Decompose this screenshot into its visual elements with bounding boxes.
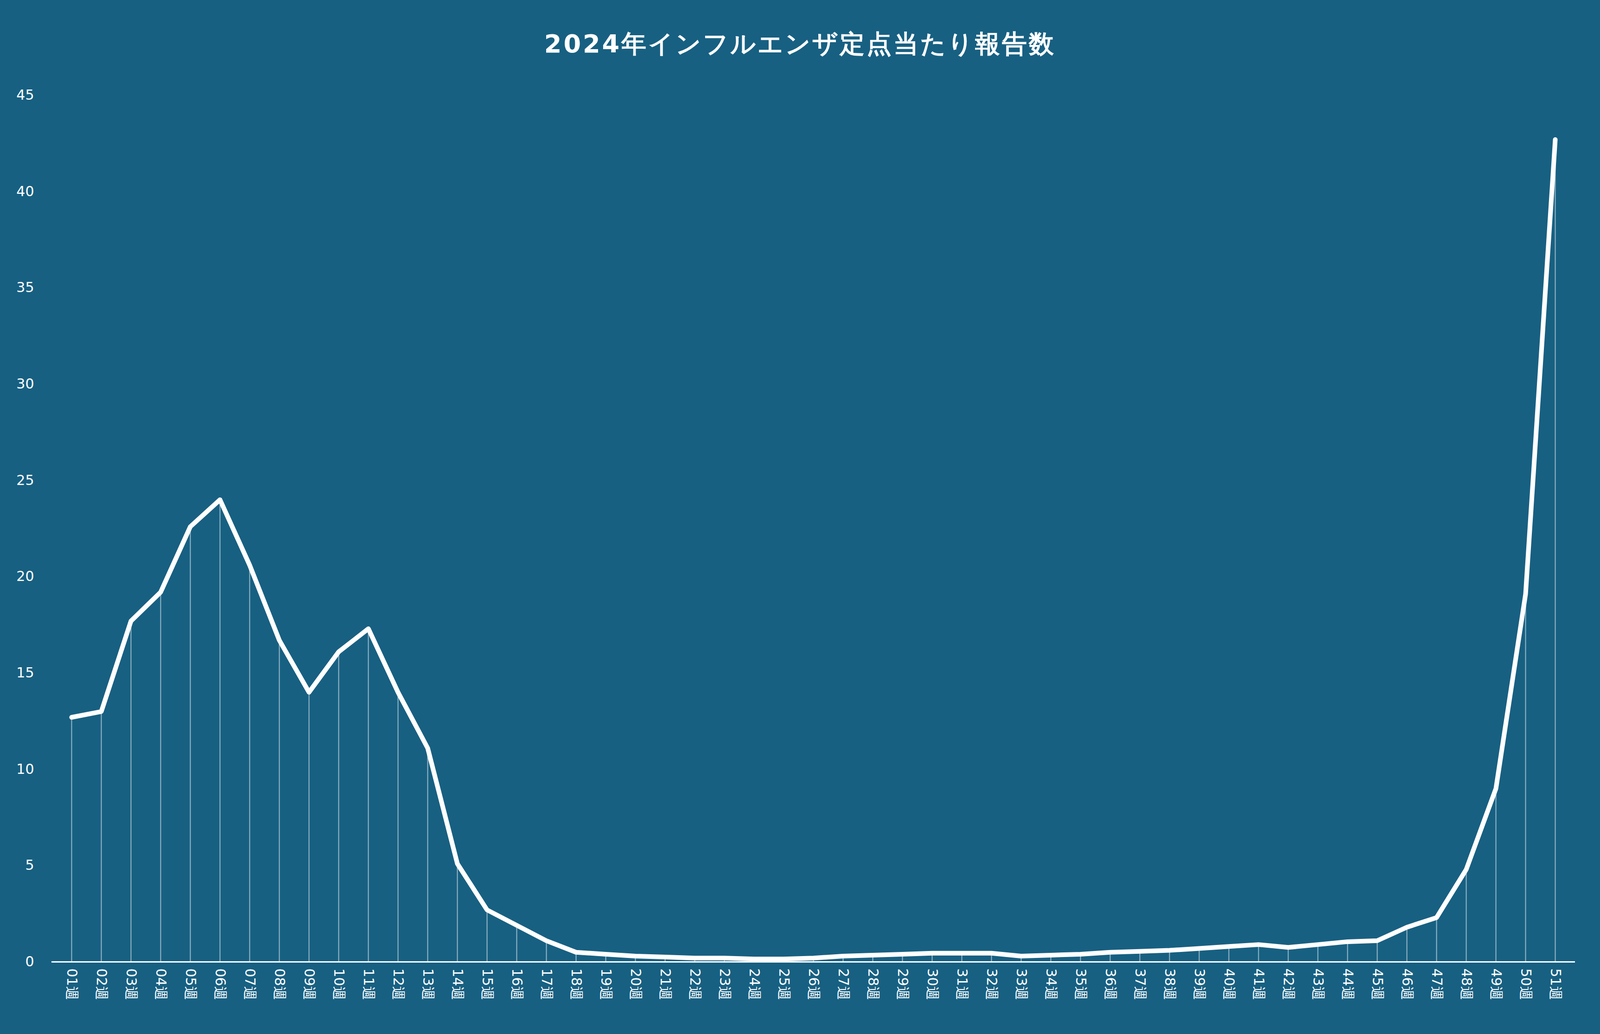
svg-text:01週: 01週 <box>63 968 81 1001</box>
svg-text:40: 40 <box>16 183 34 200</box>
svg-text:15週: 15週 <box>479 968 496 1001</box>
svg-text:47週: 47週 <box>1428 968 1446 1001</box>
svg-text:15: 15 <box>16 664 34 681</box>
svg-text:17週: 17週 <box>538 968 555 1001</box>
svg-text:51週: 51週 <box>1547 968 1564 1001</box>
svg-text:13週: 13週 <box>420 968 437 1001</box>
svg-text:21週: 21週 <box>657 968 674 1001</box>
svg-text:36週: 36週 <box>1102 968 1119 1001</box>
svg-text:37週: 37週 <box>1132 968 1149 1001</box>
svg-text:29週: 29週 <box>894 968 912 1001</box>
svg-text:45週: 45週 <box>1369 968 1386 1001</box>
svg-text:03週: 03週 <box>123 968 140 1001</box>
svg-text:49週: 49週 <box>1488 968 1505 1001</box>
svg-text:04週: 04週 <box>152 968 170 1001</box>
svg-text:16週: 16週 <box>509 968 526 1001</box>
svg-text:22週: 22週 <box>687 968 704 1001</box>
svg-text:19週: 19週 <box>598 968 615 1001</box>
svg-text:14週: 14週 <box>449 968 466 1001</box>
svg-text:5: 5 <box>25 856 34 874</box>
svg-text:27週: 27週 <box>835 968 852 1001</box>
svg-text:11週: 11週 <box>360 968 377 1001</box>
svg-text:33週: 33週 <box>1013 968 1030 1001</box>
svg-text:50週: 50週 <box>1517 968 1535 1001</box>
svg-text:24週: 24週 <box>746 968 763 1001</box>
svg-text:07週: 07週 <box>242 968 259 1001</box>
svg-text:35: 35 <box>16 279 34 296</box>
svg-text:0: 0 <box>25 953 34 970</box>
svg-text:10週: 10週 <box>331 968 348 1001</box>
svg-text:42週: 42週 <box>1280 968 1297 1001</box>
svg-text:44週: 44週 <box>1339 968 1357 1001</box>
svg-text:05週: 05週 <box>182 968 199 1001</box>
svg-text:43週: 43週 <box>1310 968 1327 1001</box>
svg-text:23週: 23週 <box>716 968 734 1001</box>
svg-text:32週: 32週 <box>983 968 1001 1001</box>
svg-text:09週: 09週 <box>301 968 318 1001</box>
svg-text:38週: 38週 <box>1161 968 1179 1001</box>
svg-text:34週: 34週 <box>1043 968 1060 1001</box>
svg-text:08週: 08週 <box>271 968 288 1001</box>
svg-text:12週: 12週 <box>390 968 407 1001</box>
svg-text:02週: 02週 <box>93 968 110 1001</box>
svg-text:28週: 28週 <box>865 968 882 1001</box>
svg-text:40週: 40週 <box>1221 968 1238 1001</box>
svg-text:06週: 06週 <box>212 968 229 1001</box>
svg-text:10: 10 <box>16 760 34 778</box>
html-text:2024年インフルエンザ定点当たり報告数: 2024年インフルエンザ定点当たり報告数 <box>544 29 1056 59</box>
svg-text:30週: 30週 <box>924 968 941 1001</box>
svg-text:35週: 35週 <box>1072 968 1090 1001</box>
svg-text:20週: 20週 <box>627 968 644 1001</box>
svg-text:26週: 26週 <box>805 968 823 1001</box>
svg-text:45: 45 <box>16 86 34 103</box>
svg-text:31週: 31週 <box>954 968 971 1001</box>
svg-text:30: 30 <box>16 375 34 392</box>
svg-text:18週: 18週 <box>568 968 585 1001</box>
svg-text:41週: 41週 <box>1250 968 1268 1001</box>
svg-text:20: 20 <box>16 567 34 585</box>
svg-text:25: 25 <box>16 471 34 489</box>
svg-text:46週: 46週 <box>1399 968 1416 1001</box>
svg-text:39週: 39週 <box>1191 968 1208 1001</box>
svg-text:25週: 25週 <box>776 968 793 1001</box>
svg-text:48週: 48週 <box>1458 968 1475 1001</box>
